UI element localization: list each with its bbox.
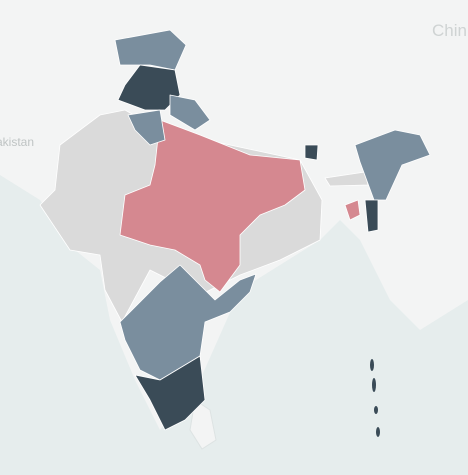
island [372, 378, 376, 392]
state-dark [117, 64, 181, 111]
country-label: akistan [0, 135, 34, 149]
state-dark [364, 199, 379, 233]
state-pink [119, 119, 306, 293]
state-blue [354, 129, 431, 201]
sri-lanka [189, 399, 217, 450]
state-pink [344, 199, 361, 221]
state-blue [119, 264, 257, 381]
state-blue [169, 94, 211, 131]
island [370, 359, 374, 371]
sea [0, 175, 468, 475]
state-gray [324, 171, 369, 187]
country-label: Chin [432, 21, 467, 40]
state-dark [134, 355, 206, 431]
island [374, 406, 378, 414]
state-dark [304, 144, 319, 161]
island [376, 427, 380, 437]
state-blue [127, 109, 166, 146]
islands [370, 359, 380, 437]
